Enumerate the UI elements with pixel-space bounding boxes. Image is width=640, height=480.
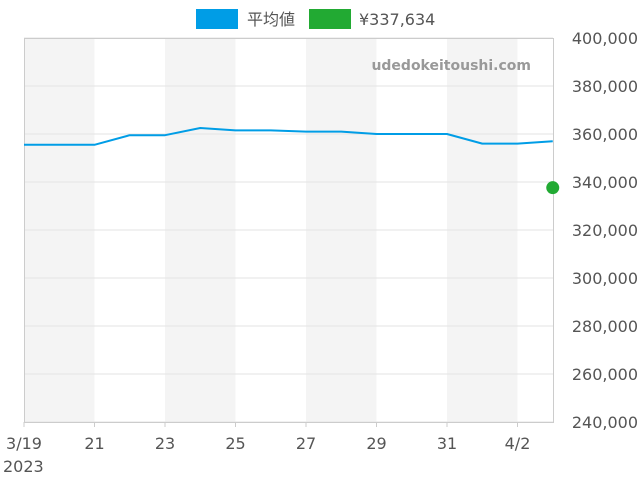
legend-label-average[interactable]: 平均値 [247,10,295,29]
y-axis-ticks: 240,000 260,000 280,000 300,000 320,000 340,0… [572,29,638,432]
x-tick-label: 25 [225,434,245,453]
y-tick-label: 360,000 [572,125,638,144]
x-tick-label: 29 [366,434,386,453]
average-price-line[interactable] [24,127,553,146]
x-tick-label: 23 [155,434,175,453]
x-tick-label: 21 [84,434,104,453]
x-tick-label: 3/19 [6,434,42,453]
average-price-point[interactable] [409,131,415,137]
y-tick-label: 320,000 [572,221,638,240]
watermark: udedokeitoushi.com [371,58,531,74]
y-tick-label: 260,000 [572,365,638,384]
y-tick-label: 240,000 [572,413,638,432]
average-price-point[interactable] [338,129,344,135]
average-price-point[interactable] [550,138,556,144]
x-axis-ticks: 3/19 21 23 25 27 29 31 4/2 [6,422,530,453]
legend-label-current-price[interactable]: ¥337,634 [359,10,435,29]
average-price-point[interactable] [197,125,203,131]
x-axis-year-label: 2023 [3,457,44,476]
average-price-point[interactable] [56,142,62,148]
average-price-point[interactable] [303,129,309,135]
legend-swatch-average[interactable] [196,9,238,29]
average-price-point[interactable] [127,132,133,138]
x-tick-label: 31 [437,434,457,453]
plot-frame [24,38,554,423]
x-tick-label: 27 [296,434,316,453]
y-tick-label: 340,000 [572,173,638,192]
legend[interactable]: 平均値 ¥337,634 [196,9,435,29]
current-price-point[interactable] [546,181,560,195]
y-tick-label: 300,000 [572,269,638,288]
average-price-point[interactable] [515,141,521,147]
y-tick-label: 280,000 [572,317,638,336]
series-layer [21,125,560,195]
y-tick-label: 380,000 [572,77,638,96]
legend-swatch-current-price[interactable] [309,9,351,29]
x-tick-label: 4/2 [505,434,531,453]
average-price-point[interactable] [444,131,450,137]
average-price-point[interactable] [21,142,27,148]
average-price-point[interactable] [92,142,98,148]
average-price-point[interactable] [162,132,168,138]
average-price-point[interactable] [233,127,239,133]
y-tick-label: 400,000 [572,29,638,48]
average-price-point[interactable] [268,127,274,133]
average-price-point[interactable] [479,141,485,147]
average-price-point[interactable] [374,131,380,137]
